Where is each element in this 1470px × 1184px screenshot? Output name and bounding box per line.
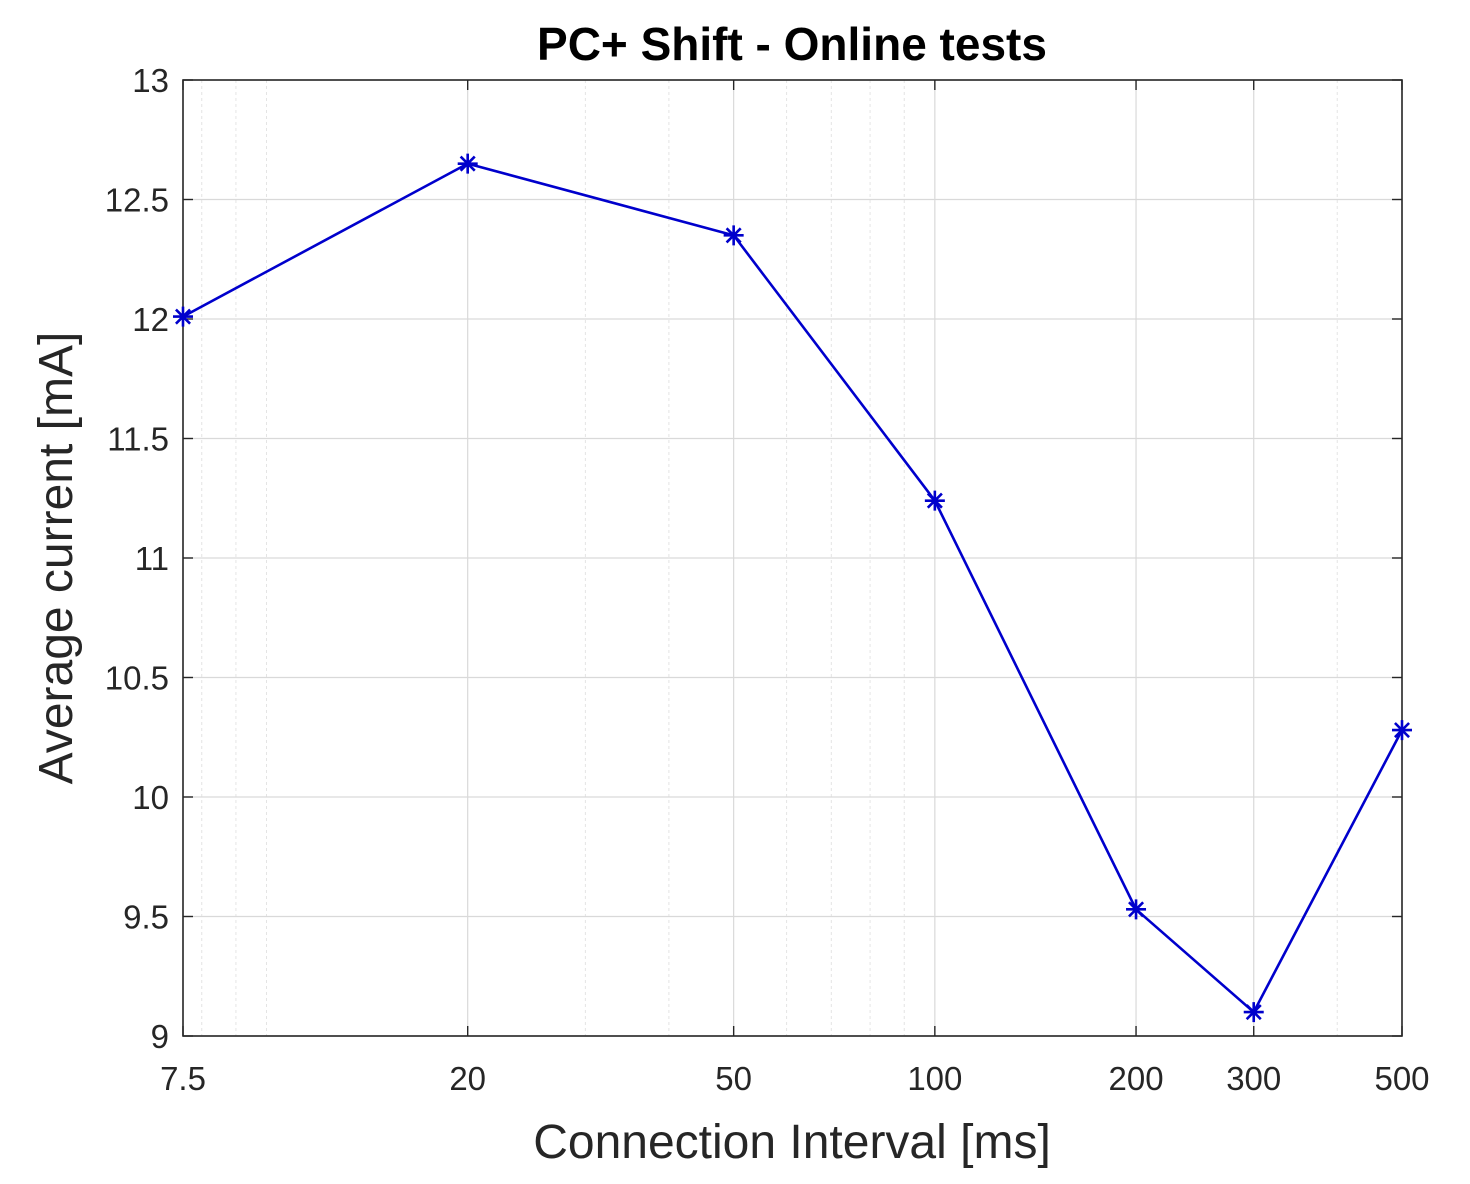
y-tick-label: 10.5 <box>105 660 169 697</box>
y-tick-label: 11 <box>135 540 169 577</box>
x-tick-label: 200 <box>1109 1060 1164 1097</box>
x-tick-label: 500 <box>1374 1060 1429 1097</box>
data-point-marker <box>457 153 478 174</box>
data-point-marker <box>173 306 193 327</box>
x-tick-label: 300 <box>1226 1060 1281 1097</box>
y-axis-label: Average current [mA] <box>30 332 83 785</box>
x-tick-label: 50 <box>715 1060 752 1097</box>
data-point-marker <box>1243 1002 1264 1023</box>
x-tick-label: 20 <box>449 1060 486 1097</box>
x-tick-label: 7.5 <box>160 1060 206 1097</box>
y-tick-label: 12.5 <box>105 182 169 219</box>
y-tick-label: 10 <box>132 779 169 816</box>
data-point-marker <box>723 225 744 246</box>
data-point-marker <box>924 490 945 511</box>
axes-box <box>182 79 1403 1037</box>
x-tick-labels: 7.5 20 50 100 200 300 500 <box>160 1060 1429 1097</box>
y-tick-labels: 9 9.5 10 10.5 11 11.5 12 12.5 13 <box>105 62 169 1055</box>
y-tick-label: 12 <box>132 301 169 338</box>
y-tick-label: 9.5 <box>123 899 169 936</box>
data-point-marker <box>1392 720 1412 741</box>
x-axis-label: Connection Interval [ms] <box>533 1116 1051 1169</box>
y-tick-label: 11.5 <box>107 421 169 458</box>
data-point-marker <box>1126 899 1147 920</box>
chart-title: PC+ Shift - Online tests <box>537 18 1047 70</box>
series-layer <box>173 153 1412 1023</box>
x-tick-label: 100 <box>907 1060 962 1097</box>
y-tick-label: 13 <box>132 62 169 99</box>
y-tick-label: 9 <box>151 1018 169 1055</box>
